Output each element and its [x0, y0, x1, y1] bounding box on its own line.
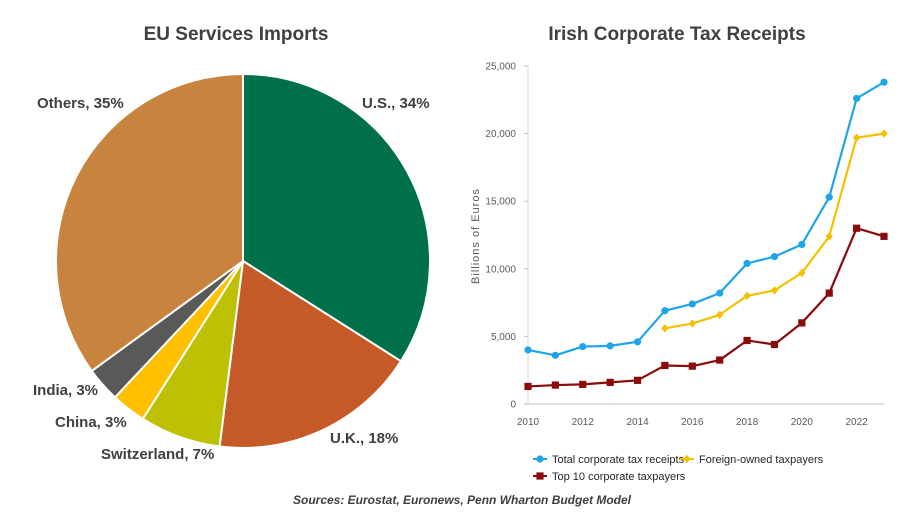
data-point [579, 380, 587, 388]
y-tick-label: 25,000 [485, 62, 516, 73]
data-point [524, 382, 532, 391]
data-point [798, 240, 806, 249]
y-tick-label: 15,000 [485, 197, 516, 208]
data-point [825, 289, 833, 297]
data-point [770, 340, 779, 349]
data-point [524, 346, 532, 354]
legend-marker [536, 455, 544, 463]
data-point [853, 224, 861, 232]
series-line-foreign-owned-taxpayers [664, 132, 885, 330]
x-tick-label: 2016 [681, 417, 704, 428]
data-point [716, 310, 724, 319]
line-chart-title: Irish Corporate Tax Receipts [548, 24, 805, 45]
data-point [853, 133, 861, 142]
pie-slice-u-k [218, 259, 403, 450]
y-tick-label: 20,000 [485, 129, 516, 140]
data-point [661, 361, 669, 370]
data-point [770, 286, 779, 295]
x-tick-label: 2010 [517, 417, 540, 428]
y-tick-label: 5,000 [491, 332, 516, 343]
data-point [743, 336, 751, 345]
data-point [716, 356, 724, 364]
line-chart-series [524, 78, 888, 391]
data-point [633, 376, 642, 384]
pie-chart [55, 72, 431, 450]
data-point [688, 319, 696, 328]
pie-slice-u-s [242, 72, 431, 363]
pie-label-others: Others, 35% [37, 95, 124, 112]
pie-label-india: India, 3% [33, 382, 98, 399]
x-tick-label: 2018 [736, 417, 759, 428]
data-point [880, 232, 888, 240]
data-point [798, 319, 806, 327]
data-point [661, 307, 669, 315]
series-line-total-corporate-tax-receipts [527, 81, 885, 357]
data-point [633, 338, 642, 346]
data-point [853, 94, 861, 103]
data-point [825, 232, 833, 241]
pie-slice-others [55, 72, 244, 373]
data-point [688, 300, 696, 308]
y-tick-label: 0 [510, 400, 516, 411]
legend-label: Foreign-owned taxpayers [699, 454, 824, 466]
data-point [798, 268, 806, 278]
data-point [579, 342, 587, 351]
pie-label-u-k: U.K., 18% [330, 430, 398, 447]
data-point [551, 381, 559, 389]
legend: Total corporate tax receipts Foreign-owne… [533, 454, 824, 483]
y-tick-label: 10,000 [485, 264, 516, 275]
x-tick-label: 2022 [845, 417, 868, 428]
pie-label-u-s: U.S., 34% [362, 95, 430, 112]
legend-marker [536, 472, 544, 480]
x-tick-label: 2020 [791, 417, 814, 428]
data-point [743, 259, 751, 267]
series-line-top-10-corporate-taxpayers [527, 227, 885, 388]
data-point [551, 351, 559, 359]
series-top-10-corporate-taxpayers [524, 224, 888, 391]
legend-marker [683, 454, 691, 464]
pie-labels: U.S., 34% U.K., 18% Switzerland, 7% China, … [33, 95, 430, 463]
legend-label: Total corporate tax receipts [552, 454, 685, 466]
y-axis-label: Billions of Euros [470, 188, 482, 284]
legend-item-top-10-corporate-taxpayers: Top 10 corporate taxpayers [533, 471, 686, 483]
data-point [825, 193, 833, 201]
legend-label: Top 10 corporate taxpayers [552, 471, 686, 483]
series-foreign-owned-taxpayers [661, 129, 888, 333]
pie-label-switzerland: Switzerland, 7% [101, 446, 214, 463]
series-total-corporate-tax-receipts [524, 78, 888, 359]
data-point [770, 253, 779, 261]
legend-item-total-corporate-tax-receipts: Total corporate tax receipts [533, 454, 685, 466]
data-point [743, 291, 751, 301]
data-point [688, 362, 696, 370]
x-tick-label: 2014 [626, 417, 649, 428]
x-tick-label: 2012 [572, 417, 595, 428]
pie-chart-title: EU Services Imports [144, 24, 329, 45]
data-point [880, 129, 888, 138]
source-note: Sources: Eurostat, Euronews, Penn Wharto… [293, 493, 632, 507]
legend-item-foreign-owned-taxpayers: Foreign-owned taxpayers [680, 454, 824, 466]
data-point [880, 78, 888, 86]
pie-label-china: China, 3% [55, 414, 127, 431]
data-point [606, 342, 614, 350]
data-point [716, 289, 724, 297]
data-point [661, 324, 669, 333]
data-point [606, 378, 614, 386]
line-chart-ticks: 0 5,000 10,000 15,000 20,000 25,000 2010 2012 20… [485, 62, 868, 429]
